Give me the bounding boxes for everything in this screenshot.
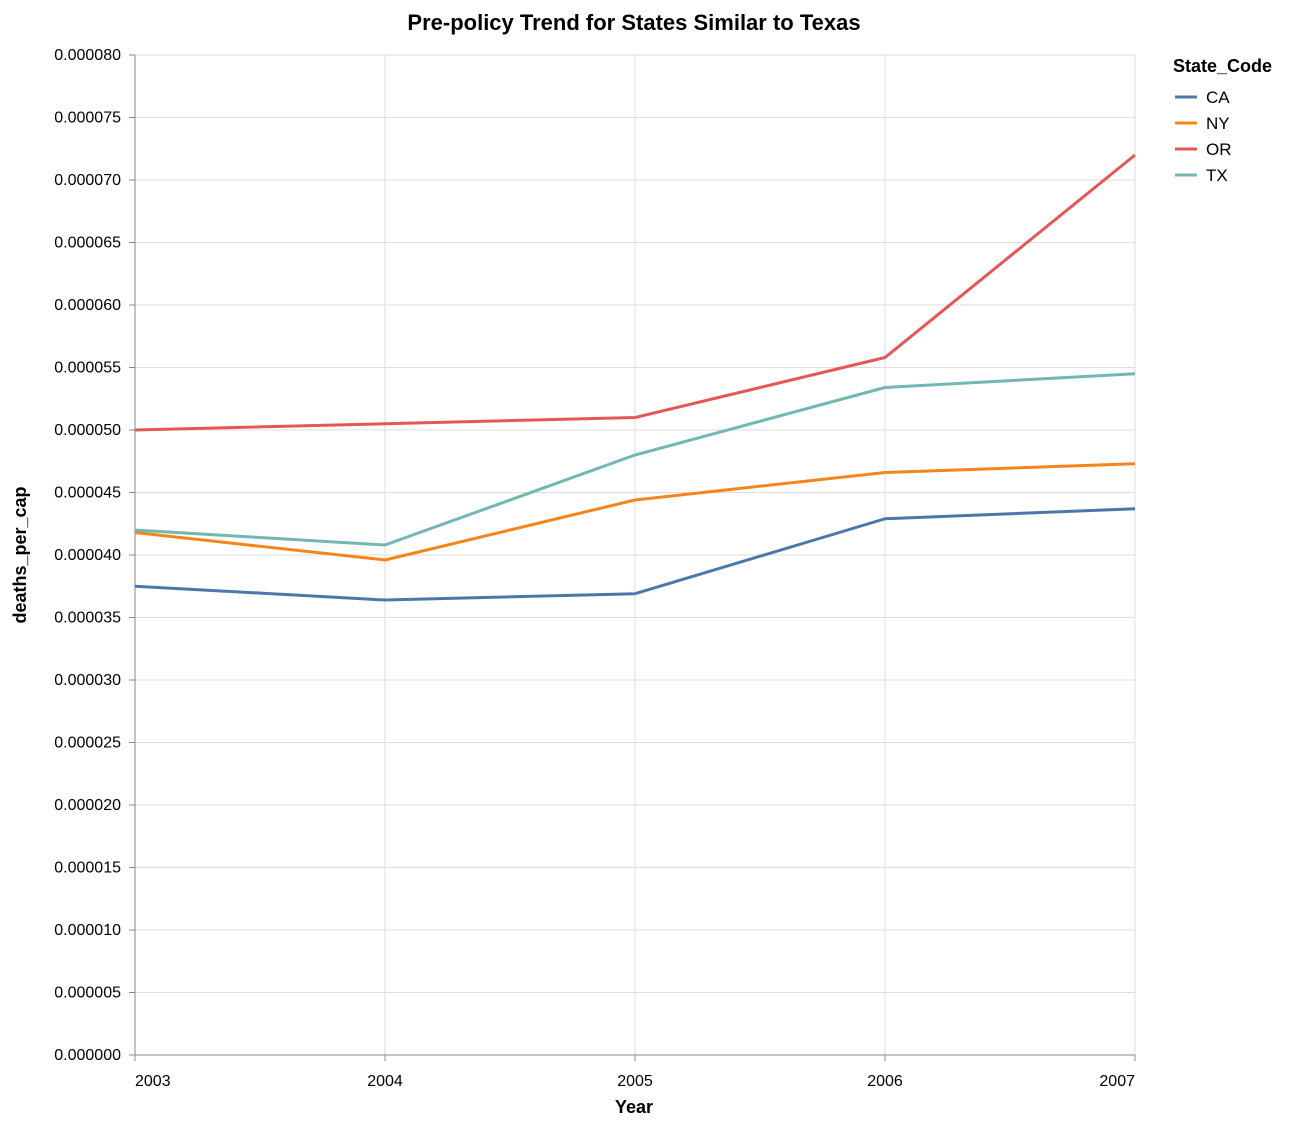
y-tick-label: 0.000080 <box>54 47 121 64</box>
legend-label-or: OR <box>1206 140 1232 159</box>
y-tick-label: 0.000035 <box>54 610 121 627</box>
y-tick-label: 0.000020 <box>54 797 121 814</box>
y-axis-title: deaths_per_cap <box>10 486 30 623</box>
x-tick-label: 2003 <box>135 1073 171 1090</box>
x-tick-label: 2006 <box>867 1073 903 1090</box>
series-line-or <box>134 153 1136 432</box>
series-lines <box>134 153 1136 602</box>
grid <box>134 54 1136 1056</box>
chart-title: Pre-policy Trend for States Similar to T… <box>407 10 860 35</box>
y-tick-label: 0.000000 <box>54 1047 121 1064</box>
legend-label-tx: TX <box>1206 166 1228 185</box>
y-tick-label: 0.000010 <box>54 922 121 939</box>
y-tick-label: 0.000050 <box>54 422 121 439</box>
y-tick-label: 0.000045 <box>54 485 121 502</box>
y-tick-label: 0.000015 <box>54 860 121 877</box>
y-tick-label: 0.000005 <box>54 985 121 1002</box>
y-tick-label: 0.000075 <box>54 110 121 127</box>
x-tick-label: 2007 <box>1099 1073 1135 1090</box>
y-tick-label: 0.000030 <box>54 672 121 689</box>
x-tick-label: 2004 <box>367 1073 403 1090</box>
y-tick-label: 0.000060 <box>54 297 121 314</box>
y-tick-label: 0.000040 <box>54 547 121 564</box>
axes: 0.000000 0.000005 0.000010 0.000015 0.000020… <box>54 47 1136 1090</box>
legend: State_Code CA NY OR TX <box>1173 56 1272 185</box>
y-tick-label: 0.000055 <box>54 360 121 377</box>
legend-label-ca: CA <box>1206 88 1230 107</box>
y-tick-label: 0.000070 <box>54 172 121 189</box>
y-tick-label: 0.000025 <box>54 735 121 752</box>
x-tick-label: 2005 <box>617 1073 653 1090</box>
legend-label-ny: NY <box>1206 114 1230 133</box>
series-line-ny <box>134 462 1136 562</box>
legend-title: State_Code <box>1173 56 1272 76</box>
y-tick-label: 0.000065 <box>54 235 121 252</box>
series-line-tx <box>134 372 1136 547</box>
series-line-ca <box>134 507 1136 602</box>
x-axis-title: Year <box>615 1097 653 1117</box>
